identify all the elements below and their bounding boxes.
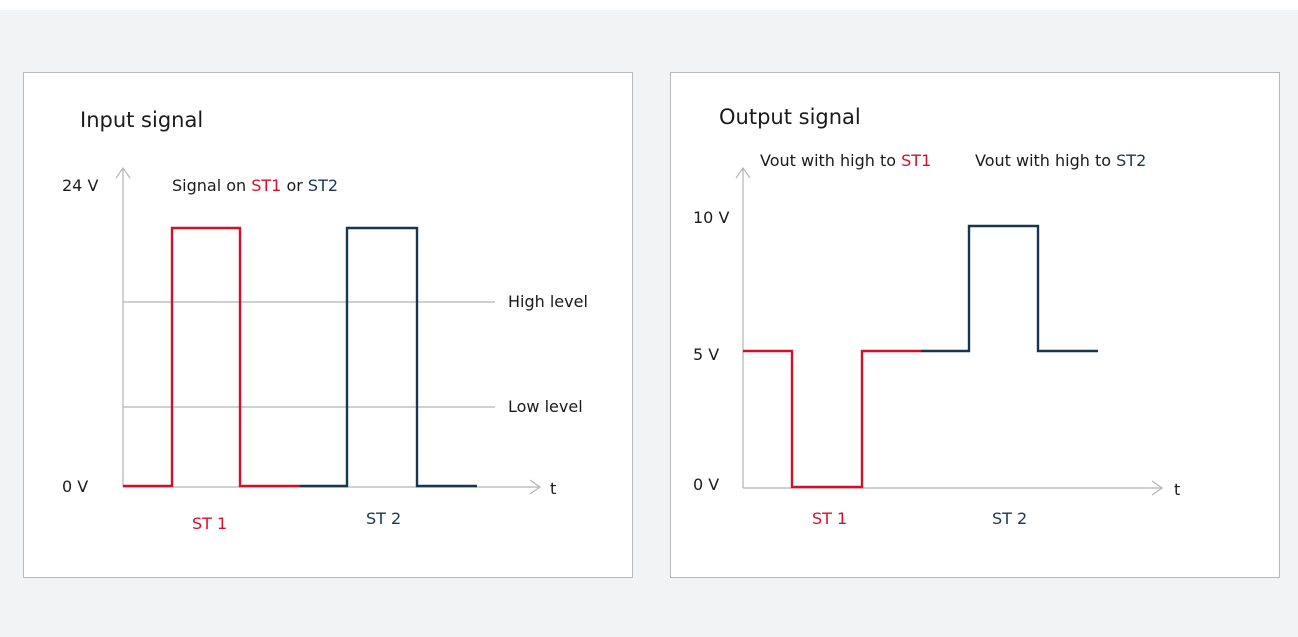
legend-text: Signal on [172,176,251,195]
y-label: 5 V [693,345,719,364]
wave-st2 [300,226,477,488]
legend: Vout with high to ST2 [975,151,1146,170]
legend-text: Vout with high to [975,151,1116,170]
legend-st1: ST1 [901,151,931,170]
wave-st1 [743,349,921,489]
axes [115,166,542,495]
y-label: 0 V [693,475,719,494]
legend-st2: ST2 [1116,151,1146,170]
legend: Signal on ST1 or ST2 [172,176,338,195]
panel [670,72,1280,578]
channel-label: ST 1 [192,514,227,533]
channel-label: ST 2 [992,509,1027,528]
y-label: 0 V [62,477,88,496]
legend-text: or [281,176,308,195]
top-strip [0,0,1298,10]
axes [735,166,1164,496]
legend: Vout with high to ST1 [760,151,931,170]
channel-label: ST 1 [812,509,847,528]
y-label: 10 V [693,208,729,227]
legend-st2: ST2 [308,176,338,195]
y-label: 24 V [62,176,98,195]
x-label: t [550,479,556,498]
panel-title: Input signal [80,108,203,132]
legend-st1: ST1 [251,176,281,195]
channel-label: ST 2 [366,509,401,528]
level-label: High level [508,292,588,311]
legend-text: Vout with high to [760,151,901,170]
panel [23,72,633,578]
x-label: t [1174,480,1180,499]
wave-st2 [921,224,1098,353]
level-label: Low level [508,397,583,416]
panel-title: Output signal [719,105,861,129]
wave-st1 [123,226,300,488]
